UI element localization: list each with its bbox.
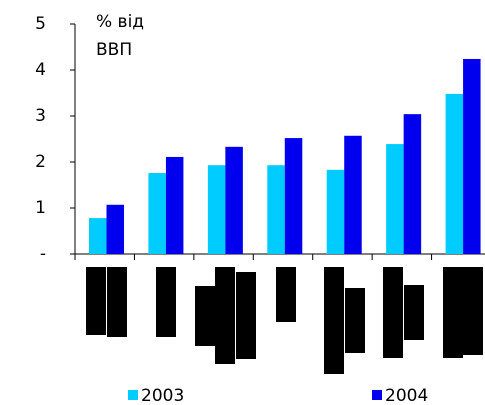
bar [344,135,362,254]
y-tick-label: - [40,244,46,264]
y-tick-label: 1 [35,198,46,218]
y-axis-label: % від [96,12,144,32]
redaction [404,285,424,340]
y-tick-label: 4 [35,60,46,80]
bar [89,218,107,254]
redaction [383,267,403,358]
bar [326,169,345,254]
legend-swatch [128,390,138,400]
redaction [107,267,127,337]
legend-label: 2003 [141,386,184,405]
legend-swatch [372,390,382,400]
redaction [443,267,463,358]
bar [225,146,243,254]
bar [403,114,422,254]
redaction [86,267,106,335]
y-tick-label: 2 [35,152,46,172]
bar [463,58,481,255]
bar [284,138,303,254]
redacted-labels [86,267,483,374]
bar [106,204,124,254]
redaction [345,288,365,353]
y-tick-label: 3 [35,106,46,126]
y-axis-label: ВВП [96,40,132,60]
bar [386,144,404,254]
redaction [463,267,483,355]
bar [267,165,285,254]
redaction [236,272,256,359]
y-tick-label: 5 [35,14,46,34]
redaction [324,267,344,374]
bar [165,156,184,254]
bar [148,173,166,254]
redaction [215,267,235,364]
redaction [156,267,176,337]
bar [207,165,226,254]
redaction [195,286,215,346]
redaction [276,267,296,322]
legend-label: 2004 [385,386,428,405]
bar [445,93,464,254]
